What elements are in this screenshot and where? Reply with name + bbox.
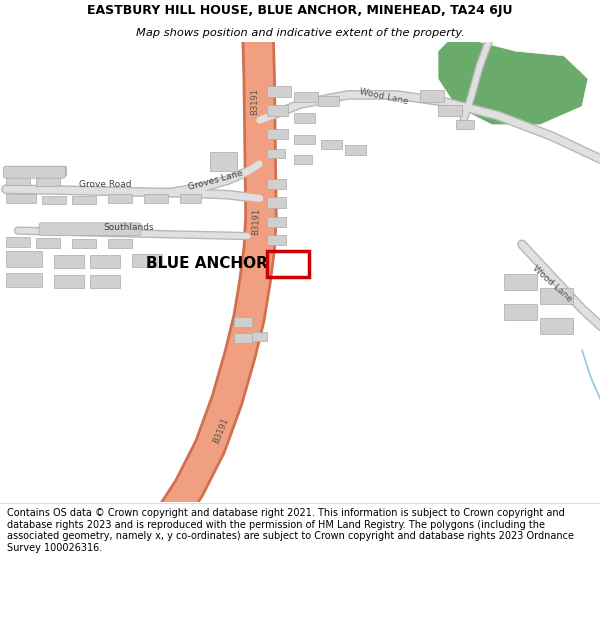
Bar [132,254,162,268]
Bar [438,106,462,116]
Text: Wood Lane: Wood Lane [530,264,574,304]
Bar [267,179,286,189]
Bar [318,96,339,106]
Bar [267,149,285,158]
Bar [6,237,30,247]
Bar [504,274,537,291]
Bar [294,135,315,144]
Bar [54,254,84,268]
Bar [294,155,312,164]
Text: B3191: B3191 [250,88,259,115]
FancyBboxPatch shape [39,222,141,236]
Bar [267,251,309,277]
Bar [36,177,60,186]
Text: B3191: B3191 [212,416,230,445]
Bar [456,120,474,129]
Bar [210,152,237,171]
Bar [294,113,315,123]
Bar [540,318,573,334]
Bar [267,86,291,98]
Text: EASTBURY HILL HOUSE, BLUE ANCHOR, MINEHEAD, TA24 6JU: EASTBURY HILL HOUSE, BLUE ANCHOR, MINEHE… [87,4,513,17]
Bar [267,198,286,208]
FancyBboxPatch shape [4,166,65,178]
Text: Wood Lane: Wood Lane [359,87,409,106]
Bar [345,146,366,155]
Bar [90,254,120,268]
Bar [6,194,36,203]
Text: Contains OS data © Crown copyright and database right 2021. This information is : Contains OS data © Crown copyright and d… [7,508,574,553]
Text: BLUE ANCHOR: BLUE ANCHOR [146,256,268,271]
Bar [180,194,201,203]
Polygon shape [438,32,588,125]
Bar [540,288,573,304]
Text: Groves Lane: Groves Lane [188,168,244,192]
Bar [234,317,252,328]
Bar [54,275,84,288]
Bar [6,176,30,184]
Text: Southlands: Southlands [104,223,154,232]
Bar [42,196,66,204]
Bar [267,106,288,116]
Bar [72,196,96,204]
Bar [36,238,60,248]
Bar [144,194,168,203]
Bar [504,304,537,320]
Text: Map shows position and indicative extent of the property.: Map shows position and indicative extent… [136,28,464,38]
Bar [321,139,342,149]
Bar [234,333,252,343]
Bar [267,129,288,139]
Text: Grove Road: Grove Road [79,180,131,189]
Bar [420,90,444,102]
Bar [294,92,318,102]
Bar [6,166,66,176]
Bar [267,235,286,246]
Bar [6,273,42,287]
Bar [252,332,267,341]
Bar [267,217,286,227]
Bar [90,275,120,288]
Bar [108,194,132,203]
Text: B3191: B3191 [251,208,261,235]
Bar [6,251,42,268]
Bar [72,239,96,248]
Bar [108,239,132,248]
